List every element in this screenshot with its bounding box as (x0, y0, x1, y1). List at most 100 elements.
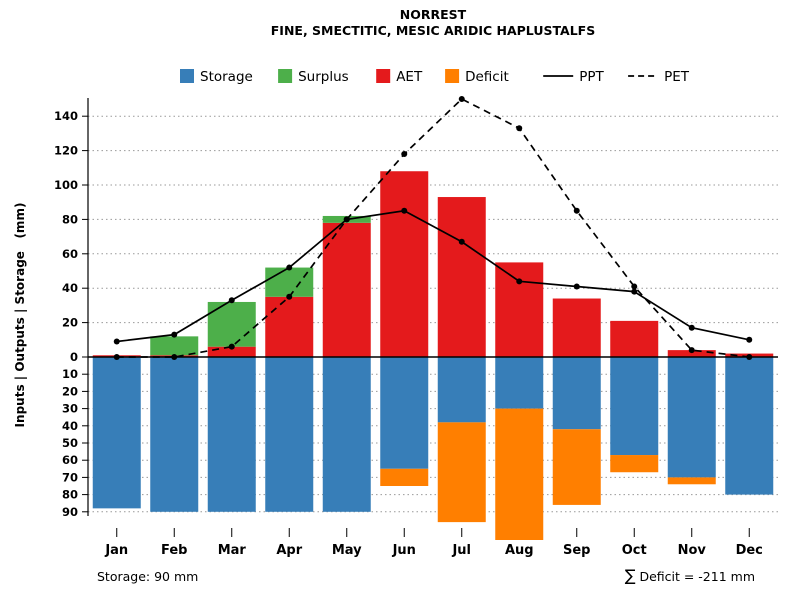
legend-swatch-storage (180, 69, 194, 83)
bar-deficit-aug (495, 408, 544, 540)
bar-deficit-nov (667, 477, 716, 485)
y-tick-label: 140 (54, 109, 78, 123)
legend-label-pet: PET (664, 69, 690, 85)
y-tick-label: 100 (54, 178, 78, 192)
legend-label-surplus: Surplus (298, 69, 349, 85)
y-tick-label: 120 (54, 144, 78, 158)
bar-storage-jun (380, 357, 429, 469)
y-tick-label: 60 (62, 247, 78, 261)
bar-storage-mar (207, 357, 256, 512)
ppt-line-point (516, 278, 523, 285)
y-tick-label: 40 (62, 419, 78, 433)
bar-storage-feb (150, 357, 199, 512)
bar-aet-may (322, 222, 371, 357)
ppt-line-point (631, 288, 638, 295)
data-lines (113, 96, 753, 360)
chart-title: NORREST (400, 7, 467, 22)
bar-aet-jun (380, 171, 429, 357)
x-tick-label: Feb (161, 543, 187, 558)
ppt-line-point (688, 324, 695, 331)
bar-surplus-mar (207, 301, 256, 347)
axes: 0 20 40 60 80 100 120 140 10 20 30 40 50 60 70 80 90 Jan F… (54, 98, 763, 558)
sigma-symbol: ∑ (625, 566, 636, 585)
bars (92, 171, 774, 540)
pet-line-point (171, 354, 178, 360)
bar-storage-apr (265, 357, 314, 512)
y-tick-label: 20 (62, 316, 78, 330)
x-tick-label: May (332, 543, 362, 558)
x-tick-label: Mar (218, 543, 247, 558)
pet-line-point (228, 343, 235, 350)
bar-storage-dec (725, 357, 774, 495)
y-tick-label: 90 (62, 505, 78, 519)
ppt-line-point (286, 264, 293, 271)
bar-storage-may (322, 357, 371, 512)
storage-annotation: Storage: 90 mm (97, 569, 198, 584)
deficit-total: Deficit = -211 mm (635, 569, 755, 584)
x-tick-label: Oct (622, 543, 647, 558)
deficit-annotation: ∑ Deficit = -211 mm (625, 566, 755, 585)
y-tick-label: 60 (62, 453, 78, 467)
legend-label-ppt: PPT (579, 69, 604, 85)
pet-line-point (573, 207, 580, 214)
ppt-line-point (573, 283, 580, 290)
bar-deficit-oct (610, 455, 659, 473)
bar-storage-jan (92, 357, 141, 509)
y-tick-label: 40 (62, 281, 78, 295)
ppt-line-point (113, 338, 120, 345)
legend-label-aet: AET (396, 69, 423, 85)
ppt-line-point (746, 336, 753, 343)
bar-aet-aug (495, 262, 544, 357)
bar-surplus-feb (150, 336, 199, 356)
legend: Storage Surplus AET Deficit PPT PET (180, 69, 690, 85)
pet-line-point (746, 354, 753, 360)
bar-aet-apr (265, 296, 314, 357)
ppt-line-point (401, 207, 408, 214)
y-tick-label: 10 (62, 367, 78, 381)
ppt-line-point (171, 331, 178, 338)
ppt-line (116, 209, 750, 343)
y-tick-label: 50 (62, 436, 78, 450)
bar-storage-sep (552, 357, 601, 430)
pet-line-point (688, 347, 695, 354)
y-tick-label: 0 (70, 350, 78, 364)
y-tick-label: 80 (62, 488, 78, 502)
x-tick-label: Jul (451, 543, 471, 558)
y-tick-label: 30 (62, 402, 78, 416)
bar-deficit-jul (437, 422, 486, 523)
bar-aet-nov (667, 350, 716, 357)
pet-line-point (113, 354, 120, 360)
pet-line-point (458, 96, 465, 102)
legend-label-storage: Storage (200, 69, 253, 85)
pet-line-point (286, 293, 293, 300)
bar-aet-sep (552, 298, 601, 357)
bar-surplus-apr (265, 267, 314, 297)
bar-storage-aug (495, 357, 544, 409)
x-tick-label: Dec (736, 543, 763, 558)
legend-swatch-deficit (445, 69, 460, 83)
legend-swatch-aet (376, 69, 391, 83)
bar-storage-jul (437, 357, 486, 423)
ppt-line-point (228, 297, 235, 304)
pet-line-point (516, 125, 523, 132)
bar-deficit-sep (552, 429, 601, 505)
ppt-line-point (458, 238, 465, 245)
pet-line-point (401, 151, 408, 158)
pet-line-point (631, 283, 638, 290)
pet-line-point (343, 216, 350, 223)
x-tick-label: Aug (505, 543, 534, 558)
chart-subtitle: FINE, SMECTITIC, MESIC ARIDIC HAPLUSTALF… (271, 23, 595, 38)
y-tick-label: 80 (62, 212, 78, 226)
bar-aet-oct (610, 320, 659, 357)
legend-swatch-surplus (278, 69, 293, 83)
x-tick-label: Sep (563, 543, 591, 558)
y-tick-label: 20 (62, 384, 78, 398)
x-tick-label: Apr (276, 543, 302, 558)
bar-aet-mar (207, 346, 256, 357)
bar-storage-oct (610, 357, 659, 456)
x-tick-label: Nov (678, 543, 707, 558)
y-axis-label: Inputs | Outputs | Storage (mm) (13, 203, 27, 428)
x-tick-label: Jan (104, 543, 128, 558)
